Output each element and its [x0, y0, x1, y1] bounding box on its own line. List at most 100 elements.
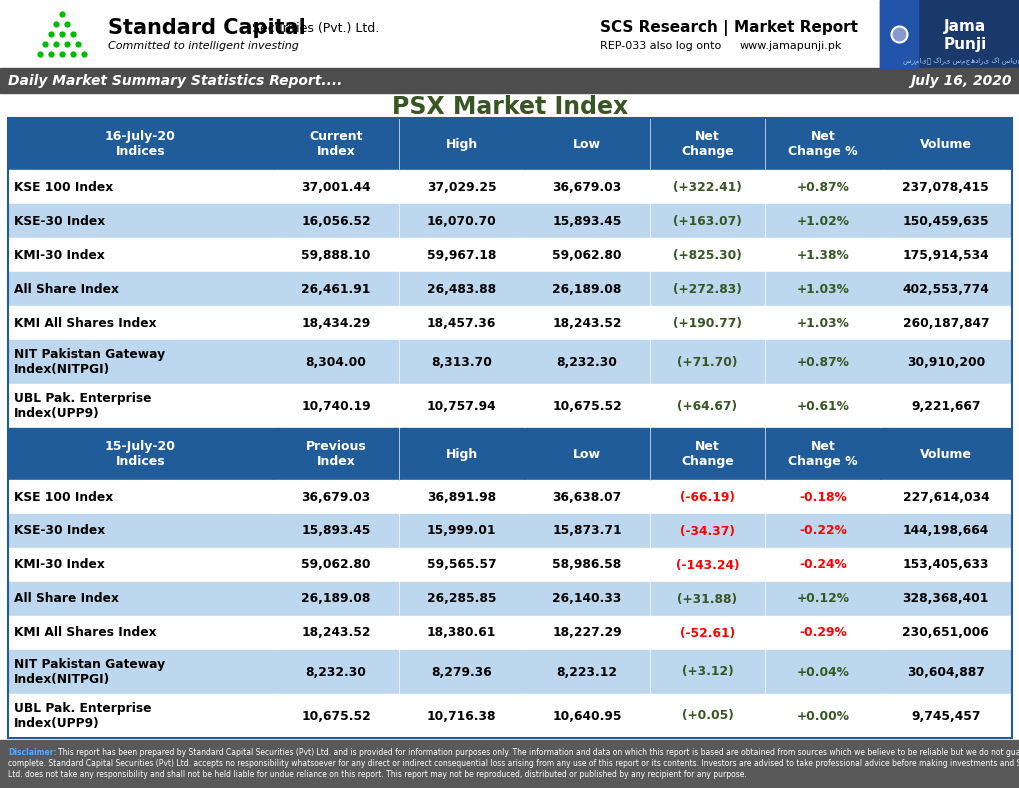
Bar — [880, 118, 1010, 170]
Bar — [525, 548, 648, 582]
Text: Current
Index: Current Index — [309, 130, 363, 158]
Bar — [8, 118, 1011, 738]
Bar — [880, 548, 1010, 582]
Text: 26,140.33: 26,140.33 — [552, 593, 622, 605]
Bar — [399, 582, 523, 616]
Bar — [399, 306, 523, 340]
Text: 153,405,633: 153,405,633 — [902, 559, 988, 571]
Text: 18,457.36: 18,457.36 — [427, 317, 496, 329]
Text: Net
Change %: Net Change % — [788, 130, 857, 158]
Text: (-34.37): (-34.37) — [680, 525, 735, 537]
Bar — [650, 340, 763, 384]
Bar — [765, 170, 879, 204]
Text: KSE-30 Index: KSE-30 Index — [14, 525, 105, 537]
Bar — [399, 548, 523, 582]
Text: (+71.70): (+71.70) — [677, 355, 737, 369]
Bar — [880, 480, 1010, 514]
Text: 8,232.30: 8,232.30 — [306, 666, 366, 678]
Text: 227,614,034: 227,614,034 — [902, 490, 988, 504]
Text: SCS Research | Market Report: SCS Research | Market Report — [599, 20, 857, 36]
Bar — [525, 428, 648, 480]
Bar — [8, 118, 1011, 730]
Bar — [274, 384, 397, 428]
Text: KMI-30 Index: KMI-30 Index — [14, 248, 105, 262]
Text: REP-033 also log onto: REP-033 also log onto — [599, 41, 720, 51]
Text: KSE 100 Index: KSE 100 Index — [14, 490, 113, 504]
Bar — [274, 204, 397, 238]
Bar — [765, 272, 879, 306]
Bar — [650, 514, 763, 548]
Text: 10,675.52: 10,675.52 — [551, 400, 622, 412]
Bar — [8, 514, 272, 548]
Bar — [0, 0, 1019, 68]
Bar — [765, 340, 879, 384]
Text: 16,056.52: 16,056.52 — [301, 214, 371, 228]
Text: KMI All Shares Index: KMI All Shares Index — [14, 317, 157, 329]
Bar — [274, 118, 397, 170]
Bar — [765, 306, 879, 340]
Bar — [8, 384, 272, 428]
Bar — [880, 306, 1010, 340]
Text: High: High — [445, 448, 477, 460]
Bar — [650, 548, 763, 582]
Text: Low: Low — [573, 448, 600, 460]
Text: 8,304.00: 8,304.00 — [306, 355, 366, 369]
Bar — [650, 650, 763, 694]
Text: 230,651,006: 230,651,006 — [902, 626, 988, 640]
Text: Net
Change %: Net Change % — [788, 440, 857, 468]
Text: Daily Market Summary Statistics Report....: Daily Market Summary Statistics Report..… — [8, 74, 342, 88]
Text: 58,986.58: 58,986.58 — [552, 559, 621, 571]
Text: Punji: Punji — [943, 36, 985, 51]
Bar — [880, 340, 1010, 384]
Text: 237,078,415: 237,078,415 — [902, 180, 988, 194]
Text: +0.61%: +0.61% — [796, 400, 849, 412]
Text: 150,459,635: 150,459,635 — [902, 214, 988, 228]
Text: 15,873.71: 15,873.71 — [551, 525, 622, 537]
Bar — [8, 272, 272, 306]
Bar — [399, 514, 523, 548]
Text: 8,232.30: 8,232.30 — [556, 355, 616, 369]
Text: 36,891.98: 36,891.98 — [427, 490, 495, 504]
Text: 26,189.08: 26,189.08 — [552, 283, 622, 296]
Text: 9,221,667: 9,221,667 — [910, 400, 979, 412]
Bar — [0, 740, 1019, 788]
Text: 10,640.95: 10,640.95 — [551, 709, 622, 723]
Bar — [0, 93, 1019, 120]
Text: +0.12%: +0.12% — [796, 593, 849, 605]
Bar — [650, 384, 763, 428]
Text: Jama: Jama — [943, 18, 985, 34]
Bar — [765, 694, 879, 738]
Bar — [399, 384, 523, 428]
Bar — [765, 616, 879, 650]
Text: +0.04%: +0.04% — [796, 666, 849, 678]
Text: -0.24%: -0.24% — [798, 559, 846, 571]
Text: 26,189.08: 26,189.08 — [302, 593, 371, 605]
Text: This report has been prepared by Standard Capital Securities (Pvt) Ltd. and is p: This report has been prepared by Standar… — [58, 748, 1019, 757]
Bar — [525, 306, 648, 340]
Bar — [8, 650, 272, 694]
Text: KMI All Shares Index: KMI All Shares Index — [14, 626, 157, 640]
Text: -0.22%: -0.22% — [798, 525, 846, 537]
Bar — [274, 582, 397, 616]
Text: Standard Capital: Standard Capital — [108, 18, 306, 38]
Text: Low: Low — [573, 137, 600, 151]
Text: (+0.05): (+0.05) — [681, 709, 733, 723]
Text: +1.03%: +1.03% — [796, 283, 849, 296]
Text: 10,740.19: 10,740.19 — [301, 400, 371, 412]
Bar — [8, 118, 272, 170]
Text: www.jamapunji.pk: www.jamapunji.pk — [739, 41, 842, 51]
Bar — [650, 428, 763, 480]
Bar — [765, 384, 879, 428]
Text: +1.03%: +1.03% — [796, 317, 849, 329]
Text: 9,745,457: 9,745,457 — [910, 709, 979, 723]
Bar — [765, 650, 879, 694]
Text: KSE-30 Index: KSE-30 Index — [14, 214, 105, 228]
Bar — [880, 170, 1010, 204]
Text: 26,285.85: 26,285.85 — [426, 593, 496, 605]
Bar — [880, 514, 1010, 548]
Text: 59,062.80: 59,062.80 — [551, 248, 622, 262]
Text: 36,638.07: 36,638.07 — [552, 490, 621, 504]
Text: +1.02%: +1.02% — [796, 214, 849, 228]
Bar — [274, 428, 397, 480]
Text: 10,675.52: 10,675.52 — [301, 709, 371, 723]
